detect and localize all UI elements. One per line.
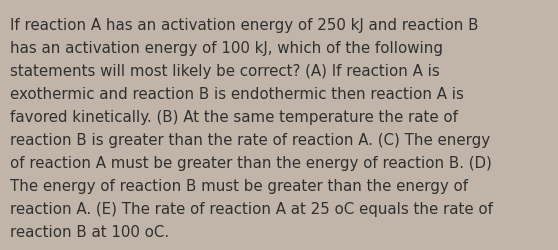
Text: has an activation energy of 100 kJ, which of the following: has an activation energy of 100 kJ, whic… [10, 40, 443, 56]
Text: reaction A. (E) The rate of reaction A at 25 oC equals the rate of: reaction A. (E) The rate of reaction A a… [10, 202, 493, 216]
Text: exothermic and reaction B is endothermic then reaction A is: exothermic and reaction B is endothermic… [10, 86, 464, 102]
Text: If reaction A has an activation energy of 250 kJ and reaction B: If reaction A has an activation energy o… [10, 18, 479, 32]
Text: favored kinetically. (B) At the same temperature the rate of: favored kinetically. (B) At the same tem… [10, 110, 458, 124]
Text: statements will most likely be correct? (A) If reaction A is: statements will most likely be correct? … [10, 64, 440, 78]
Text: reaction B is greater than the rate of reaction A. (C) The energy: reaction B is greater than the rate of r… [10, 132, 490, 148]
Text: of reaction A must be greater than the energy of reaction B. (D): of reaction A must be greater than the e… [10, 156, 492, 170]
Text: reaction B at 100 oC.: reaction B at 100 oC. [10, 224, 169, 240]
Text: The energy of reaction B must be greater than the energy of: The energy of reaction B must be greater… [10, 178, 468, 194]
